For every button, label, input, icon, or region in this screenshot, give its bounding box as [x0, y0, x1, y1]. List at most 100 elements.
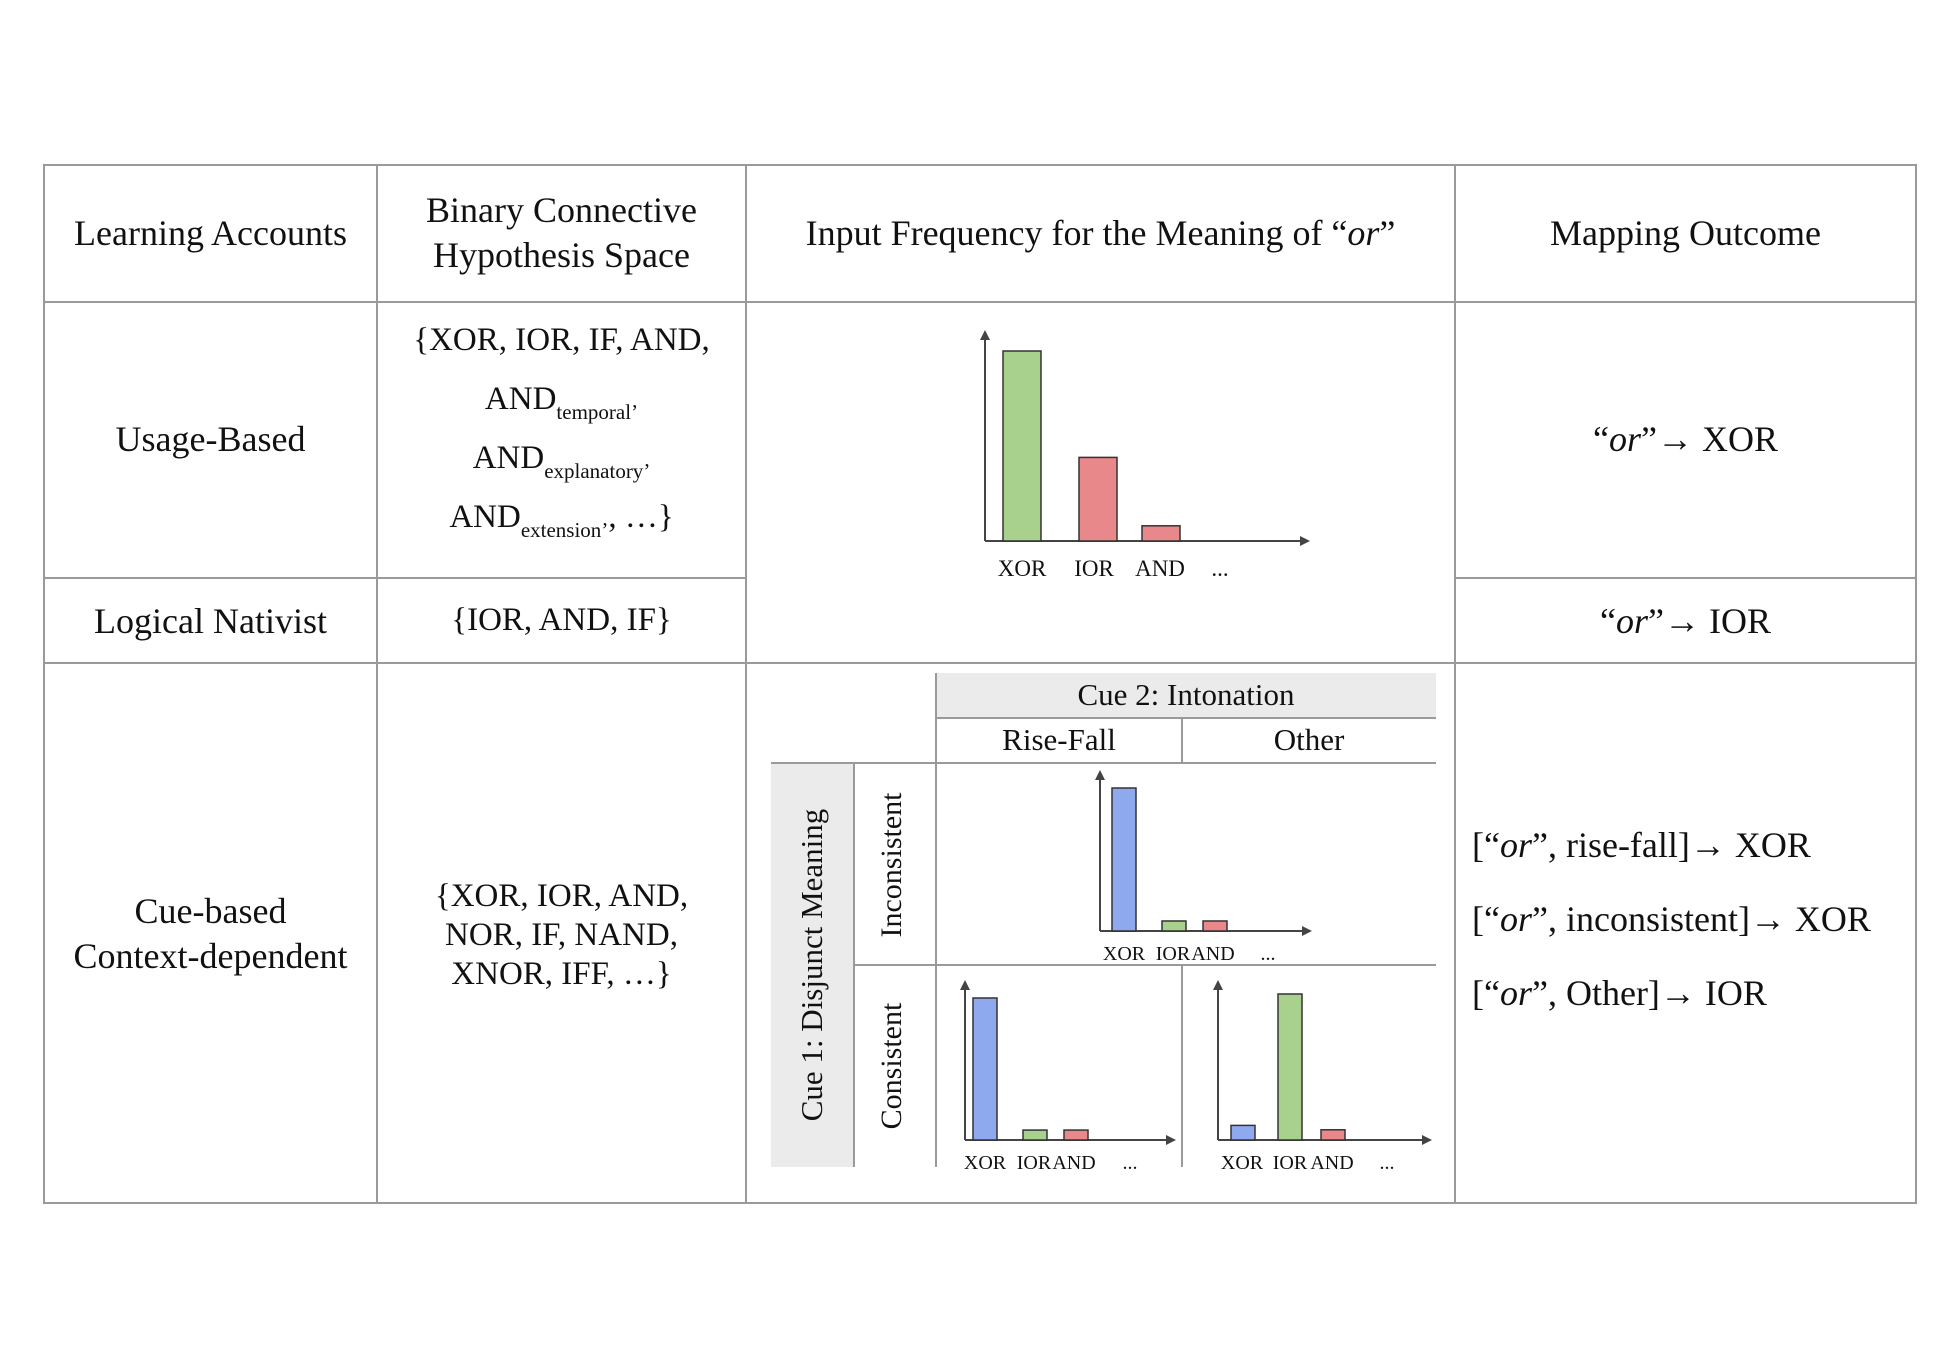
usage-hypothesis-line1: {XOR, IOR, IF, AND,: [413, 322, 710, 358]
usage-outcome-or: or: [1608, 419, 1641, 459]
nativist-outcome-close: ”→ IOR: [1648, 601, 1771, 641]
cue-out1-post: ”, rise-fall]→ XOR: [1531, 825, 1811, 865]
header-input-or: or: [1347, 213, 1380, 253]
nativist-hypothesis: {IOR, AND, IF}: [451, 602, 672, 638]
cue-out2-pre: [“: [1472, 899, 1500, 939]
cue-outcome-1: [“or”, rise-fall]→ XOR: [1472, 824, 1811, 866]
cue-based-line2: Context-dependent: [73, 936, 348, 976]
cue-out1-pre: [“: [1472, 825, 1500, 865]
header-hypothesis-space: Binary Connective Hypothesis Space: [377, 188, 746, 278]
main-bar-xor: [1002, 350, 1042, 542]
inconsistent-risefall-tick-and: AND: [1191, 943, 1234, 965]
consistent-risefall-bar-xor: [972, 997, 998, 1141]
usage-outcome-open: “: [1593, 419, 1609, 459]
consistent-other-tick-ior: IOR: [1273, 1152, 1308, 1174]
inconsistent-risefall-bar-ior: [1161, 920, 1187, 932]
usage-hypothesis-line3: ANDexplanatory’: [377, 440, 746, 484]
cue-out2-post: ”, inconsistent]→ XOR: [1531, 899, 1871, 939]
inconsistent-risefall-y-axis-arrow: [1095, 770, 1105, 780]
header-learning-accounts: Learning Accounts: [74, 213, 347, 253]
main-tick-and: AND: [1135, 556, 1185, 581]
consistent-risefall-bar-and: [1063, 1129, 1089, 1141]
and-extension: AND: [449, 499, 521, 535]
consistent-other-bar-and: [1320, 1129, 1346, 1141]
cue-out3-or: or: [1499, 973, 1532, 1013]
consistent-other-x-axis-arrow: [1422, 1135, 1432, 1145]
chart-layer: XOR IOR AND ...XOR IOR AND ...XOR IOR AND... XOR I…: [960, 330, 1432, 1174]
consistent-other-y-axis-arrow: [1213, 980, 1223, 990]
main-tick-ior: IOR: [1074, 556, 1114, 581]
main-tick-ellipsis: ...: [1211, 556, 1228, 581]
header-hypothesis-line1: Binary Connective: [426, 190, 697, 230]
cue-out3-pre: [“: [1472, 973, 1500, 1013]
consistent-label: Consistent: [875, 1002, 908, 1130]
consistent-other-tick-and: AND: [1310, 1152, 1353, 1174]
consistent-risefall-y-axis-arrow: [960, 980, 970, 990]
sub-explanatory: explanatory: [544, 459, 644, 483]
inconsistent-risefall-tick-ellipsis: ...: [1261, 943, 1276, 965]
other-header: Other: [1273, 722, 1345, 757]
main-bar-and: [1141, 525, 1181, 542]
cue1-disjunct-header: Cue 1: Disjunct Meaning: [794, 808, 829, 1122]
inconsistent-risefall-x-axis-arrow: [1302, 926, 1312, 936]
cue-outcome-3: [“or”, Other]→ IOR: [1472, 972, 1767, 1014]
cue-hyp-line1: {XOR, IOR, AND,: [434, 878, 689, 914]
header-input-frequency: Input Frequency for the Meaning of “or”: [746, 212, 1455, 254]
inconsistent-risefall-tick-xor: XOR: [1103, 943, 1146, 965]
cue-based-line1: Cue-based: [134, 891, 287, 931]
cue-out1-or: or: [1499, 825, 1532, 865]
main-bar-ior: [1078, 456, 1118, 542]
consistent-risefall-bar-ior: [1022, 1129, 1048, 1141]
consistent-risefall-tick-ior: IOR: [1017, 1152, 1052, 1174]
inconsistent-risefall-tick-ior: IOR: [1156, 943, 1191, 965]
consistent-other-tick-xor: XOR: [1221, 1152, 1264, 1174]
nativist-outcome-or: or: [1615, 601, 1648, 641]
cue1-header-bg: [771, 763, 854, 1167]
table-border: [43, 164, 1917, 1204]
and-temporal: AND: [484, 381, 557, 417]
sub-comma-3: ’: [601, 518, 609, 542]
cue2-intonation-header: Cue 2: Intonation: [1077, 677, 1295, 712]
main-y-axis-arrow: [980, 330, 990, 340]
cue-based-label: Cue-based Context-dependent: [44, 889, 377, 979]
main-tick-xor: XOR: [998, 556, 1047, 581]
cue-hyp-line3: XNOR, IFF, …}: [451, 956, 672, 992]
cue-hyp-line2: NOR, IF, NAND,: [445, 917, 678, 953]
usage-outcome: “or”→ XOR: [1455, 418, 1916, 460]
main-x-axis-arrow: [1300, 536, 1310, 546]
usage-hypothesis-line4: ANDextension’, …}: [377, 499, 746, 543]
sub-comma-2: ’: [643, 459, 651, 483]
inconsistent-risefall-bar-and: [1202, 920, 1228, 932]
cue-out3-post: ”, Other]→ IOR: [1531, 973, 1767, 1013]
consistent-risefall-x-axis-arrow: [1166, 1135, 1176, 1145]
consistent-risefall-tick-and: AND: [1052, 1152, 1095, 1174]
cue-hypothesis: {XOR, IOR, AND, NOR, IF, NAND, XNOR, IFF…: [377, 877, 746, 994]
consistent-other-bar-ior: [1277, 993, 1303, 1141]
sub-temporal: temporal: [556, 400, 632, 424]
consistent-other-bar-xor: [1230, 1124, 1256, 1141]
consistent-other-tick-ellipsis: ...: [1380, 1152, 1395, 1174]
cue2-header-bg: [936, 673, 1436, 718]
usage-outcome-close: ”→ XOR: [1641, 419, 1778, 459]
consistent-risefall-tick-xor: XOR: [964, 1152, 1007, 1174]
rise-fall-header: Rise-Fall: [1002, 722, 1116, 757]
cue-outcome-2: [“or”, inconsistent]→ XOR: [1472, 898, 1871, 940]
header-mapping-outcome: Mapping Outcome: [1550, 213, 1821, 253]
header-input-suffix: ”: [1379, 213, 1396, 253]
header-hypothesis-line2: Hypothesis Space: [433, 235, 690, 275]
sub-comma-1: ’: [631, 400, 639, 424]
inconsistent-risefall-bar-xor: [1111, 787, 1137, 932]
inconsistent-label: Inconsistent: [875, 792, 908, 938]
sub-extension: extension: [520, 518, 602, 542]
and-explanatory: AND: [472, 440, 545, 476]
consistent-risefall-tick-ellipsis: ...: [1123, 1152, 1138, 1174]
usage-hyp-tail: , …}: [608, 499, 674, 535]
logical-nativist-label: Logical Nativist: [94, 601, 327, 641]
cue-out2-or: or: [1499, 899, 1532, 939]
nativist-outcome-open: “: [1600, 601, 1616, 641]
usage-based-label: Usage-Based: [115, 419, 306, 459]
usage-hypothesis-line2: ANDtemporal’: [377, 381, 746, 425]
header-input-prefix: Input Frequency for the Meaning of “: [805, 213, 1348, 253]
nativist-outcome: “or”→ IOR: [1455, 600, 1916, 642]
